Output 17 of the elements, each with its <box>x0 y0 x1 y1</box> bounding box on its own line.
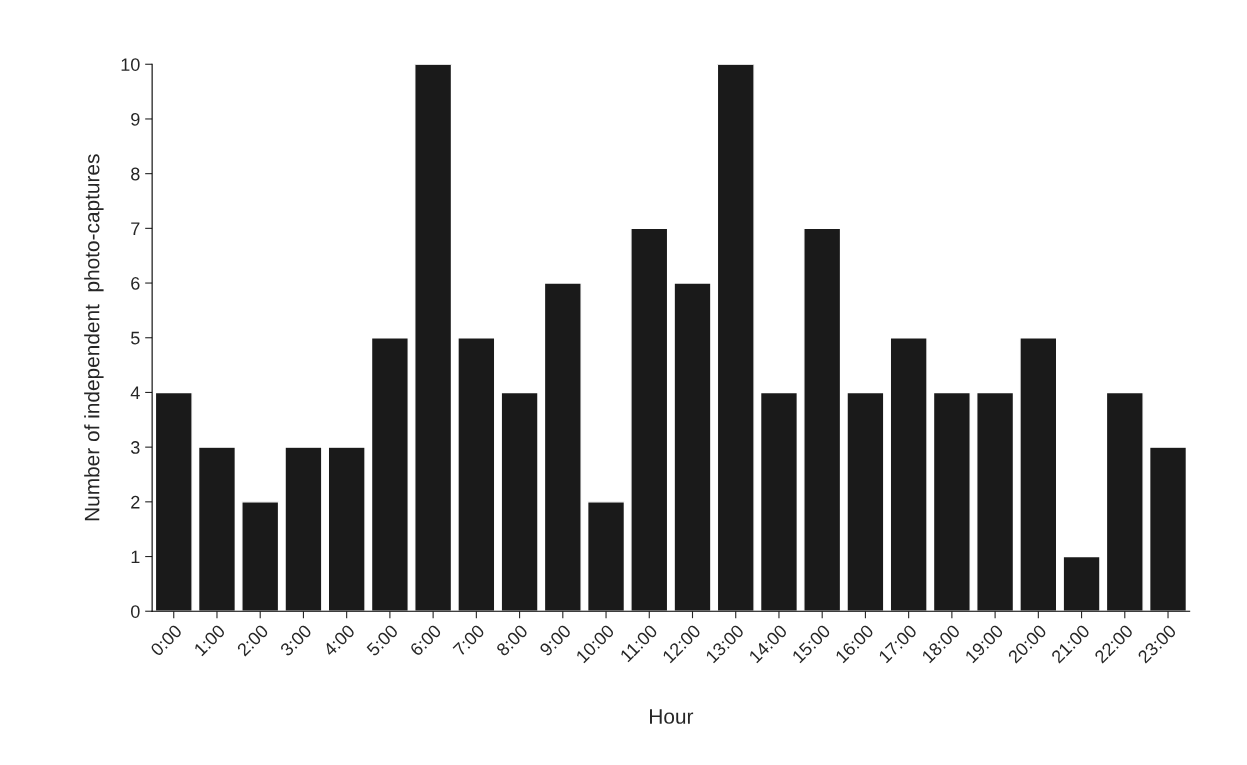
y-tick-label: 2 <box>131 495 140 509</box>
y-tick-label: 3 <box>130 441 140 454</box>
x-tick-label: 0:00 <box>149 623 183 657</box>
y-tick-label: 8 <box>131 167 140 181</box>
y-tick-label: 0 <box>130 605 140 618</box>
y-axis-title: Number of independent photo-captures <box>84 154 104 521</box>
x-tick-label: 7:00 <box>452 623 486 657</box>
y-tick-label: 1 <box>131 550 140 564</box>
x-axis-title: Hour <box>650 709 694 724</box>
y-tick-label: 7 <box>131 222 140 235</box>
y-tick-label: 9 <box>131 112 140 126</box>
y-tick-label: 6 <box>131 276 140 290</box>
x-tick-label: 6:00 <box>409 623 443 657</box>
y-tick-label: 4 <box>130 386 140 399</box>
y-tick-label: 5 <box>131 331 140 345</box>
x-tick-label: 4:00 <box>322 623 356 657</box>
y-tick-label: 10 <box>121 58 140 71</box>
